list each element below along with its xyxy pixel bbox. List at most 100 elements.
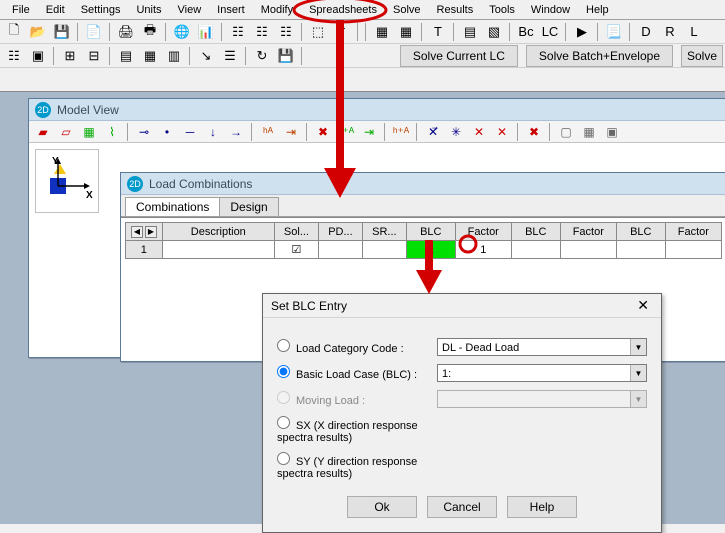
delete-icon[interactable]: ✖ bbox=[313, 123, 333, 141]
menu-edit[interactable]: Edit bbox=[38, 2, 73, 18]
solve-checkbox[interactable]: ☑ bbox=[274, 241, 318, 259]
print-preview-icon[interactable]: 🖶 bbox=[139, 22, 161, 42]
ha-icon[interactable]: ʰᴬ bbox=[258, 123, 278, 141]
copy-icon[interactable]: 📄 bbox=[83, 22, 105, 42]
grid-cell[interactable] bbox=[362, 241, 406, 259]
blc-radio[interactable] bbox=[277, 365, 290, 378]
row-number[interactable]: 1 bbox=[126, 241, 163, 259]
chart-green-icon[interactable]: 📊 bbox=[195, 22, 217, 42]
hplusa2-icon[interactable]: ʰ⁺ᴬ bbox=[391, 123, 411, 141]
chart-dark-icon[interactable]: ▦ bbox=[395, 22, 417, 42]
r-red-icon[interactable]: R bbox=[659, 22, 681, 42]
grid-cell[interactable]: 1 bbox=[455, 241, 511, 259]
menu-units[interactable]: Units bbox=[128, 2, 169, 18]
help-button[interactable]: Help bbox=[507, 496, 577, 518]
menu-settings[interactable]: Settings bbox=[73, 2, 129, 18]
sx-radio[interactable] bbox=[277, 416, 290, 429]
grid-cell[interactable] bbox=[560, 241, 616, 259]
table-icon[interactable]: ▤ bbox=[459, 22, 481, 42]
cancel-button[interactable]: Cancel bbox=[427, 496, 497, 518]
globe-icon[interactable]: 🌐 bbox=[171, 22, 193, 42]
tab-design[interactable]: Design bbox=[219, 197, 278, 216]
save-icon[interactable]: 💾 bbox=[51, 22, 73, 42]
select-red-icon[interactable]: ▰ bbox=[33, 123, 53, 141]
load-combinations-grid[interactable]: ◀▶DescriptionSol...PD...SR...BLCFactorBL… bbox=[125, 222, 722, 259]
text-icon[interactable]: T bbox=[427, 22, 449, 42]
open-icon[interactable]: 📂 bbox=[27, 22, 49, 42]
menu-spreadsheets[interactable]: Spreadsheets bbox=[301, 2, 385, 18]
nav-right-icon[interactable]: ▶ bbox=[145, 226, 157, 238]
col-header[interactable]: PD... bbox=[318, 223, 362, 241]
win3-icon[interactable]: ▣ bbox=[602, 123, 622, 141]
menu-help[interactable]: Help bbox=[578, 2, 617, 18]
layout2-icon[interactable]: ⊟ bbox=[83, 46, 105, 66]
win2-icon[interactable]: ▦ bbox=[579, 123, 599, 141]
menu-results[interactable]: Results bbox=[429, 2, 482, 18]
col-header[interactable]: BLC bbox=[511, 223, 560, 241]
menu-modify[interactable]: Modify bbox=[253, 2, 301, 18]
nav-left-icon[interactable]: ◀ bbox=[131, 226, 143, 238]
col-header[interactable]: Description bbox=[162, 223, 274, 241]
erase-icon[interactable]: ▱ bbox=[56, 123, 76, 141]
grid-green-icon[interactable]: ▦ bbox=[79, 123, 99, 141]
grid-cell[interactable] bbox=[665, 241, 721, 259]
col-header[interactable]: Factor bbox=[455, 223, 511, 241]
grid-cell[interactable] bbox=[162, 241, 274, 259]
layout1-icon[interactable]: ⊞ bbox=[59, 46, 81, 66]
into-icon[interactable]: ⇥ bbox=[281, 123, 301, 141]
line-green-icon[interactable]: ⌇ bbox=[102, 123, 122, 141]
ok-button[interactable]: Ok bbox=[347, 496, 417, 518]
win1-icon[interactable]: ▢ bbox=[556, 123, 576, 141]
hplusa-icon[interactable]: ʰ⁺ᴬ bbox=[336, 123, 356, 141]
delete-x-icon[interactable]: ✖ bbox=[524, 123, 544, 141]
solve-button[interactable]: Solve bbox=[681, 45, 723, 67]
menu-view[interactable]: View bbox=[170, 2, 210, 18]
blc-cell-highlighted[interactable]: 1 bbox=[406, 241, 455, 259]
into2-icon[interactable]: ⇥ bbox=[359, 123, 379, 141]
solve-batch-envelope-button[interactable]: Solve Batch+Envelope bbox=[526, 45, 673, 67]
dot-icon[interactable]: • bbox=[157, 123, 177, 141]
red-x-icon[interactable]: ✕ bbox=[469, 123, 489, 141]
h-pattern-icon[interactable]: ⬚ bbox=[307, 22, 329, 42]
blue-bars-icon[interactable]: ☰ bbox=[219, 46, 241, 66]
sy-option[interactable]: SY (Y direction response spectra results… bbox=[277, 452, 427, 480]
load-category-combo[interactable]: DL - Dead Load▼ bbox=[437, 338, 647, 356]
red-x2-icon[interactable]: ✕ bbox=[492, 123, 512, 141]
l-red-icon[interactable]: L bbox=[683, 22, 705, 42]
chart-teal-icon[interactable]: ▦ bbox=[371, 22, 393, 42]
x-arrows-icon[interactable]: ✕⃗ bbox=[423, 123, 443, 141]
menu-insert[interactable]: Insert bbox=[209, 2, 253, 18]
col-header[interactable]: SR... bbox=[362, 223, 406, 241]
col-header[interactable]: Factor bbox=[560, 223, 616, 241]
chevron-down-icon[interactable]: ▼ bbox=[630, 339, 646, 355]
sx-option[interactable]: SX (X direction response spectra results… bbox=[277, 416, 427, 444]
doc-icon[interactable]: 📃 bbox=[603, 22, 625, 42]
menu-file[interactable]: File bbox=[4, 2, 38, 18]
arrow-red-s-icon[interactable]: ↘ bbox=[195, 46, 217, 66]
close-icon[interactable]: ✕ bbox=[633, 297, 653, 314]
bc-icon[interactable]: Bᴄ bbox=[515, 22, 537, 42]
col-header[interactable]: Factor bbox=[665, 223, 721, 241]
grid-cell[interactable] bbox=[511, 241, 560, 259]
new-icon[interactable]: 🗋 bbox=[3, 22, 25, 42]
print-icon[interactable]: 🖨 bbox=[115, 22, 137, 42]
cross-icon[interactable]: ✳ bbox=[446, 123, 466, 141]
save2-icon[interactable]: 💾 bbox=[275, 46, 297, 66]
col-header[interactable]: Sol... bbox=[274, 223, 318, 241]
blc-option[interactable]: Basic Load Case (BLC) : bbox=[277, 365, 427, 381]
grid-cell[interactable] bbox=[616, 241, 665, 259]
right-icon[interactable]: ▶ bbox=[571, 22, 593, 42]
red-grid-icon[interactable]: ☷ bbox=[275, 22, 297, 42]
h-check-icon[interactable]: ✓ bbox=[331, 22, 353, 42]
col-header[interactable]: BLC bbox=[616, 223, 665, 241]
solve-current-lc-button[interactable]: Solve Current LC bbox=[400, 45, 518, 67]
sy-radio[interactable] bbox=[277, 452, 290, 465]
arrow-icon[interactable]: → bbox=[226, 123, 246, 141]
lc-icon[interactable]: LC bbox=[539, 22, 561, 42]
chevron-down-icon[interactable]: ▼ bbox=[630, 365, 646, 381]
menu-tools[interactable]: Tools bbox=[481, 2, 523, 18]
menu-window[interactable]: Window bbox=[523, 2, 578, 18]
blc-combo[interactable]: 1:▼ bbox=[437, 364, 647, 382]
refresh-icon[interactable]: ↻ bbox=[251, 46, 273, 66]
load-category-radio[interactable] bbox=[277, 339, 290, 352]
